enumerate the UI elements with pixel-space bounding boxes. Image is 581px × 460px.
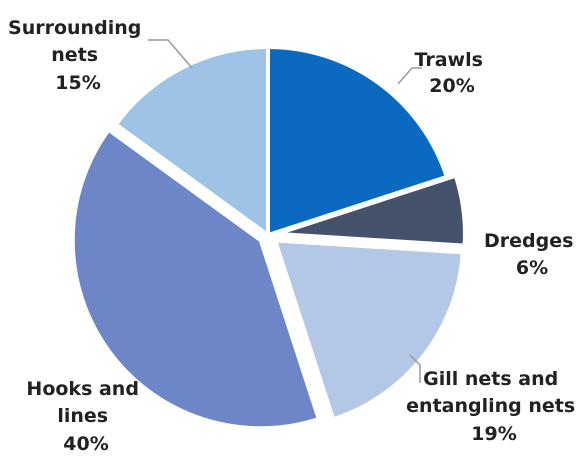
- pie-slice-dredges: [274, 173, 467, 248]
- leader-lines: [148, 39, 422, 383]
- slice-name-surrounding-line2: nets: [51, 44, 98, 66]
- slice-label-hooks-and-lines: Hooks and lines 40%: [26, 378, 145, 455]
- slice-name-gill-nets-line2: entangling nets: [406, 395, 575, 417]
- pie-slice-surrounding-nets: [113, 45, 270, 237]
- slice-name-hooks-line1: Hooks and: [26, 378, 139, 400]
- slice-percent-surrounding: 15%: [55, 72, 100, 94]
- slice-label-surrounding-nets: Surrounding nets 15%: [8, 17, 148, 94]
- slice-label-gill-nets: Gill nets and entangling nets 19%: [406, 368, 581, 445]
- leader-line-surrounding-nets: [148, 39, 193, 69]
- slice-percent-gill-nets: 19%: [471, 423, 516, 445]
- leader-line-trawls: [397, 67, 422, 85]
- leader-line-gill-nets: [409, 354, 421, 383]
- slice-label-dredges: Dredges 6%: [484, 230, 580, 279]
- slice-percent-hooks: 40%: [63, 433, 108, 455]
- pie-slice-trawls: [266, 45, 449, 237]
- slice-name-trawls-line1: Trawls: [414, 49, 482, 71]
- pie-slices: [70, 45, 467, 431]
- slice-label-trawls: Trawls 20%: [414, 49, 489, 97]
- slice-percent-dredges: 6%: [516, 257, 548, 279]
- slice-name-dredges-line1: Dredges: [484, 230, 573, 252]
- pie-slice-gill-nets-and-entangling-nets: [273, 238, 465, 422]
- pie-slice-hooks-and-lines: [70, 127, 321, 431]
- slice-name-surrounding-line1: Surrounding: [8, 17, 141, 39]
- slice-name-gill-nets-line1: Gill nets and: [423, 368, 558, 390]
- slice-percent-trawls: 20%: [429, 75, 474, 97]
- slice-name-hooks-line2: lines: [57, 405, 108, 427]
